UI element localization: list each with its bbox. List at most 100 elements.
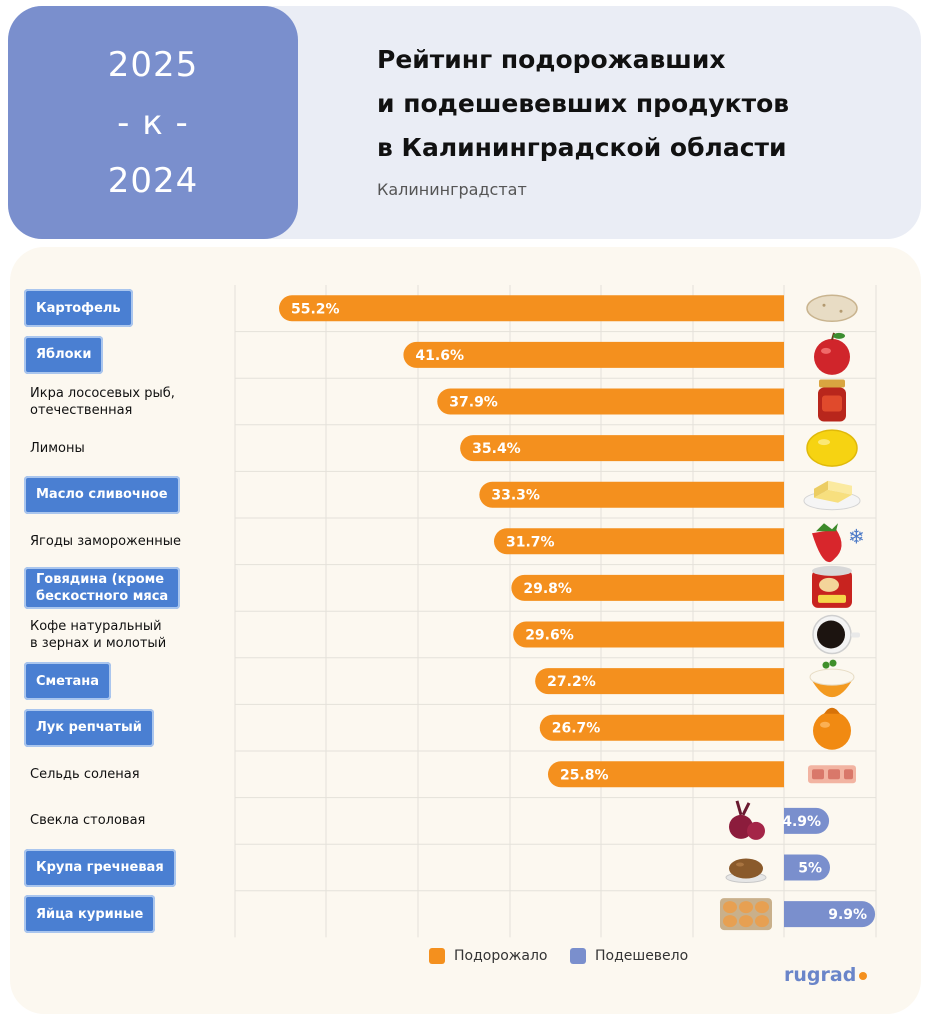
bar-decrease: [784, 901, 876, 928]
page-title: Рейтинг подорожавших и подешевевших прод…: [377, 38, 897, 170]
category-label-line: Картофель: [36, 300, 121, 316]
brand-logo: rugrad: [784, 964, 868, 986]
category-label: Масло сливочное: [24, 475, 180, 514]
bar-value-label: 9.9%: [828, 907, 867, 923]
category-label-text: Свекла столовая: [30, 812, 145, 829]
category-label-line: Свекла столовая: [30, 813, 146, 829]
category-label: Кофе натуральный в зернах и молотый: [30, 618, 166, 652]
legend-swatch-up: [429, 948, 445, 964]
legend-swatch-down: [570, 948, 586, 964]
category-label-line: Лук репчатый: [36, 720, 142, 736]
bar-value-label: 5%: [798, 861, 822, 877]
year-current: 2025: [107, 44, 199, 85]
year-previous: 2024: [107, 160, 199, 201]
category-label: Яблоки: [24, 335, 104, 374]
bar-increase: [460, 435, 784, 462]
strawberry-icon: ❄: [812, 523, 865, 563]
category-label: Яйца куриные: [24, 895, 156, 934]
bar-value-label: 4.9%: [782, 814, 821, 830]
category-label-line: Икра лососевых рыб,: [30, 385, 175, 401]
category-label-text: Лимоны: [30, 440, 85, 457]
category-label-text: Картофель: [36, 300, 121, 317]
category-label-text: Яблоки: [36, 346, 91, 363]
sour-cream-icon: [809, 659, 855, 698]
bar-decrease: [784, 854, 831, 881]
onion-icon: [813, 707, 851, 750]
category-label: Сельдь соленая: [30, 766, 140, 783]
bar-increase: [479, 481, 784, 508]
title-line: Рейтинг подорожавших: [377, 45, 726, 74]
category-label: Крупа гречневая: [24, 848, 176, 887]
category-label-text: Ягоды замороженные: [30, 533, 181, 550]
bar-value-label: 25.8%: [560, 767, 609, 783]
source-caption: Калининградстат: [377, 180, 527, 199]
lemon-icon: [806, 429, 858, 467]
bar-value-label: 27.2%: [547, 674, 596, 690]
category-label: Икра лососевых рыб, отечественная: [30, 385, 175, 419]
bar-value-label: 29.8%: [523, 581, 572, 597]
bar-increase: [493, 528, 784, 555]
category-label: Картофель: [24, 289, 133, 328]
category-label: Лимоны: [30, 440, 85, 457]
category-label-line: Крупа гречневая: [36, 860, 164, 875]
category-label: Свекла столовая: [30, 812, 145, 829]
bar-value-label: 26.7%: [552, 721, 601, 737]
category-label-line: отечественная: [30, 402, 133, 418]
bar-value-label: 33.3%: [491, 488, 540, 504]
svg-text:❄: ❄: [848, 524, 865, 548]
category-label-line: Сельдь соленая: [30, 766, 140, 782]
bar-value-label: 35.4%: [472, 441, 521, 457]
category-label-text: Масло сливочное: [36, 486, 168, 503]
canned-meat-icon: [812, 565, 852, 608]
bar-value-label: 29.6%: [525, 628, 574, 644]
legend-label-down: Подешевело: [595, 948, 689, 964]
apple-icon: [814, 332, 850, 375]
category-label-text: Крупа гречневая: [36, 859, 164, 876]
coffee-cup-icon: [812, 614, 860, 655]
legend-label-up: Подорожало: [454, 948, 548, 964]
bar-increase: [535, 668, 784, 695]
bar-increase: [403, 341, 784, 368]
title-line: и подешевевших продуктов: [377, 89, 790, 118]
bar-value-label: 31.7%: [506, 534, 555, 550]
legend-item-down: Подешевело: [570, 948, 688, 964]
category-label-line: Яйца куриные: [36, 906, 144, 922]
category-label-text: Яйца куриные: [36, 906, 143, 923]
bar-increase: [539, 714, 784, 741]
category-label-line: Говядина (кроме: [36, 571, 165, 587]
bar-decrease: [784, 807, 830, 834]
year-badge: 2025 - к - 2024: [8, 6, 298, 239]
bar-value-label: 55.2%: [291, 301, 340, 317]
herring-icon: [808, 765, 856, 784]
category-label: Сметана: [24, 662, 112, 701]
category-label-text: Сметана: [36, 673, 99, 690]
category-label-text: Лук репчатый: [36, 719, 142, 736]
butter-icon: [803, 480, 861, 511]
bar-increase: [279, 295, 784, 322]
bar-increase: [511, 574, 784, 601]
title-line: в Калининградской области: [377, 133, 787, 162]
bar-increase: [437, 388, 784, 415]
potato-icon: [806, 294, 858, 323]
category-label: Лук репчатый: [24, 708, 154, 747]
category-label-line: Ягоды замороженные: [30, 533, 182, 549]
category-label: Ягоды замороженные: [30, 533, 181, 550]
bar-increase: [513, 621, 784, 648]
category-label-line: в зернах и молотый: [30, 635, 167, 651]
category-label-line: Масло сливочное: [36, 487, 168, 503]
bar-increase: [547, 761, 784, 788]
legend-item-up: Подорожало: [429, 948, 548, 964]
year-versus: - к -: [117, 102, 189, 143]
category-label-line: Лимоны: [30, 440, 85, 456]
buckwheat-icon: [725, 858, 767, 883]
caviar-jar-icon: [818, 379, 846, 422]
category-label-line: Яблоки: [36, 347, 92, 363]
eggs-icon: [720, 898, 772, 931]
category-label-line: бескостного мяса: [36, 588, 169, 604]
bar-value-label: 41.6%: [415, 348, 464, 364]
logo-text: rugrad: [784, 964, 857, 986]
category-label-text: Говядина (кроме бескостного мяса: [36, 571, 168, 605]
category-label: Говядина (кроме бескостного мяса: [24, 566, 181, 609]
bar-value-label: 37.9%: [449, 395, 498, 411]
